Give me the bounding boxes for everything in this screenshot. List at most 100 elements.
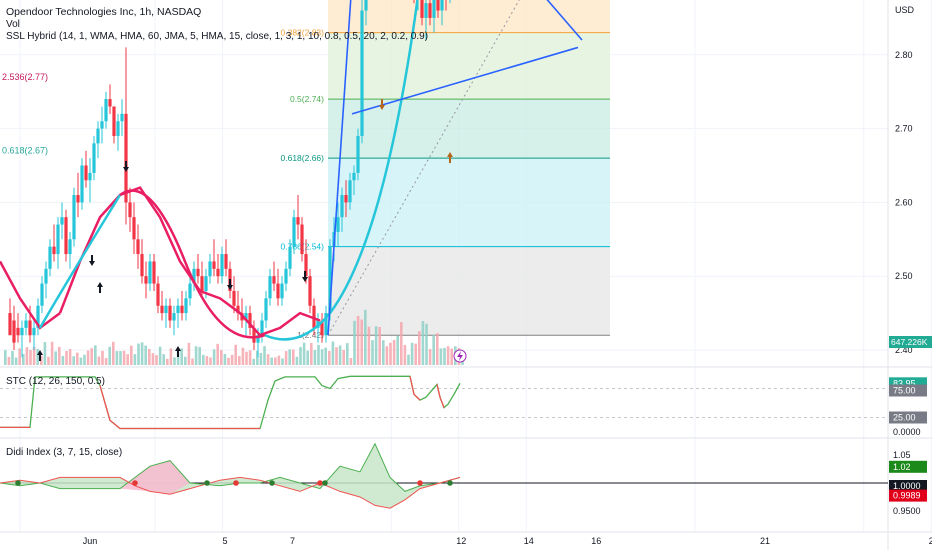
price-tick-label: 2.50 [895,271,913,281]
volume-bar [61,355,65,365]
fib-zone [328,99,610,159]
candle-body [364,0,368,11]
price-tick-label: 2.70 [895,124,913,134]
ssl-baseline-up [328,0,419,314]
candle-body [272,276,276,284]
candle-body [356,135,360,173]
volume-bar [425,323,428,365]
volume-bar [212,349,216,365]
stc-tick-label: 0.0000 [893,427,921,437]
price-marker [889,0,929,2]
candle-body [256,335,260,343]
volume-bar [198,347,201,365]
volume-bar [418,331,421,365]
time-tick-label: 12 [456,536,466,546]
candle-body [52,246,56,255]
candle-body [60,217,64,225]
volume-bar [137,343,140,365]
volume-bar [18,348,21,365]
candle-body [220,254,224,277]
volume-bar [324,347,327,365]
candle-body [320,320,324,336]
volume-bar [356,315,360,365]
candle-body [324,313,328,336]
candle-body [44,268,48,284]
volume-bar [68,349,72,365]
candle-body [104,99,108,122]
volume-bar [443,347,446,365]
volume-bar [436,333,439,365]
sell-arrow-icon [302,271,308,282]
stc-legend[interactable]: STC (12, 26, 150, 0.5) [6,376,105,387]
volume-bar [86,350,90,365]
ssl-baseline-down [119,189,266,339]
candle-body [328,246,332,314]
volume-bar [263,346,266,365]
volume-bar [274,357,277,365]
volume-bar [364,309,367,365]
volume-bar [97,356,101,365]
volume-bar [439,348,443,365]
candle-body [424,3,428,18]
volume-bar [126,354,129,365]
didi-fill-area-red [120,460,190,495]
symbol-title[interactable]: Opendoor Technologies Inc, 1h, NASDAQ [6,6,202,18]
volume-bar [238,356,241,365]
trendline-lower [351,46,579,115]
volume-bar [133,354,137,365]
candle-body [164,305,168,314]
didi-legend[interactable]: Didi Index (3, 7, 15, close) [6,447,123,458]
volume-bar [112,341,115,365]
volume-bar [310,343,313,365]
volume-bar [385,346,389,365]
currency-label: USD [895,5,915,15]
ssl-baseline-down [0,260,61,330]
volume-bar [313,350,317,365]
candle-body [76,195,80,203]
didi-marker [889,489,927,502]
ssl-baseline-up [264,312,331,341]
volume-bar [295,356,299,365]
candle-body [96,128,100,144]
buy-arrow-icon [97,282,103,293]
sell-arrow-icon [379,99,385,110]
volume-bar [227,357,230,365]
candle-body [296,217,300,225]
candle-body [144,276,148,284]
candle-body [292,217,296,247]
candle-body [68,239,72,255]
volume-bar [317,344,320,365]
candle-body [108,99,112,107]
volume-bar [277,355,281,365]
candle-body [24,320,28,328]
volume-bar [252,358,255,365]
volume-legend[interactable]: Vol [6,19,20,30]
volume-bar [22,353,25,365]
volume-bar [90,348,93,365]
price-tick-label: 2.60 [895,197,913,207]
volume-bar [349,358,353,365]
candle-body [8,313,12,336]
ssl-hybrid-legend[interactable]: SSL Hybrid (14, 1, WMA, HMA, 60, JMA, 5,… [6,31,429,42]
didi-marker [889,480,927,492]
candle-body [88,172,92,181]
candle-body [180,305,184,314]
volume-bar [79,357,83,365]
didi-cross-dot [317,480,323,486]
sell-arrow-icon [123,161,129,172]
fib-level-label: 0.5(2.74) [290,94,324,104]
volume-bar [234,344,237,365]
stc-marker-label: 83.95 [893,378,916,388]
volume-bar [335,347,338,365]
volume-bar [292,349,295,365]
candle-body [336,217,340,232]
volume-bar [130,345,133,365]
didi-cross-dot [269,480,275,486]
volume-bar [101,350,104,365]
candle-body [432,0,436,18]
volume-bar [94,345,97,365]
ssl-level-label: 2.536(2.77) [2,72,48,82]
volume-bar [29,350,32,365]
didi-line-fast [0,442,461,492]
candle-body [196,268,200,277]
